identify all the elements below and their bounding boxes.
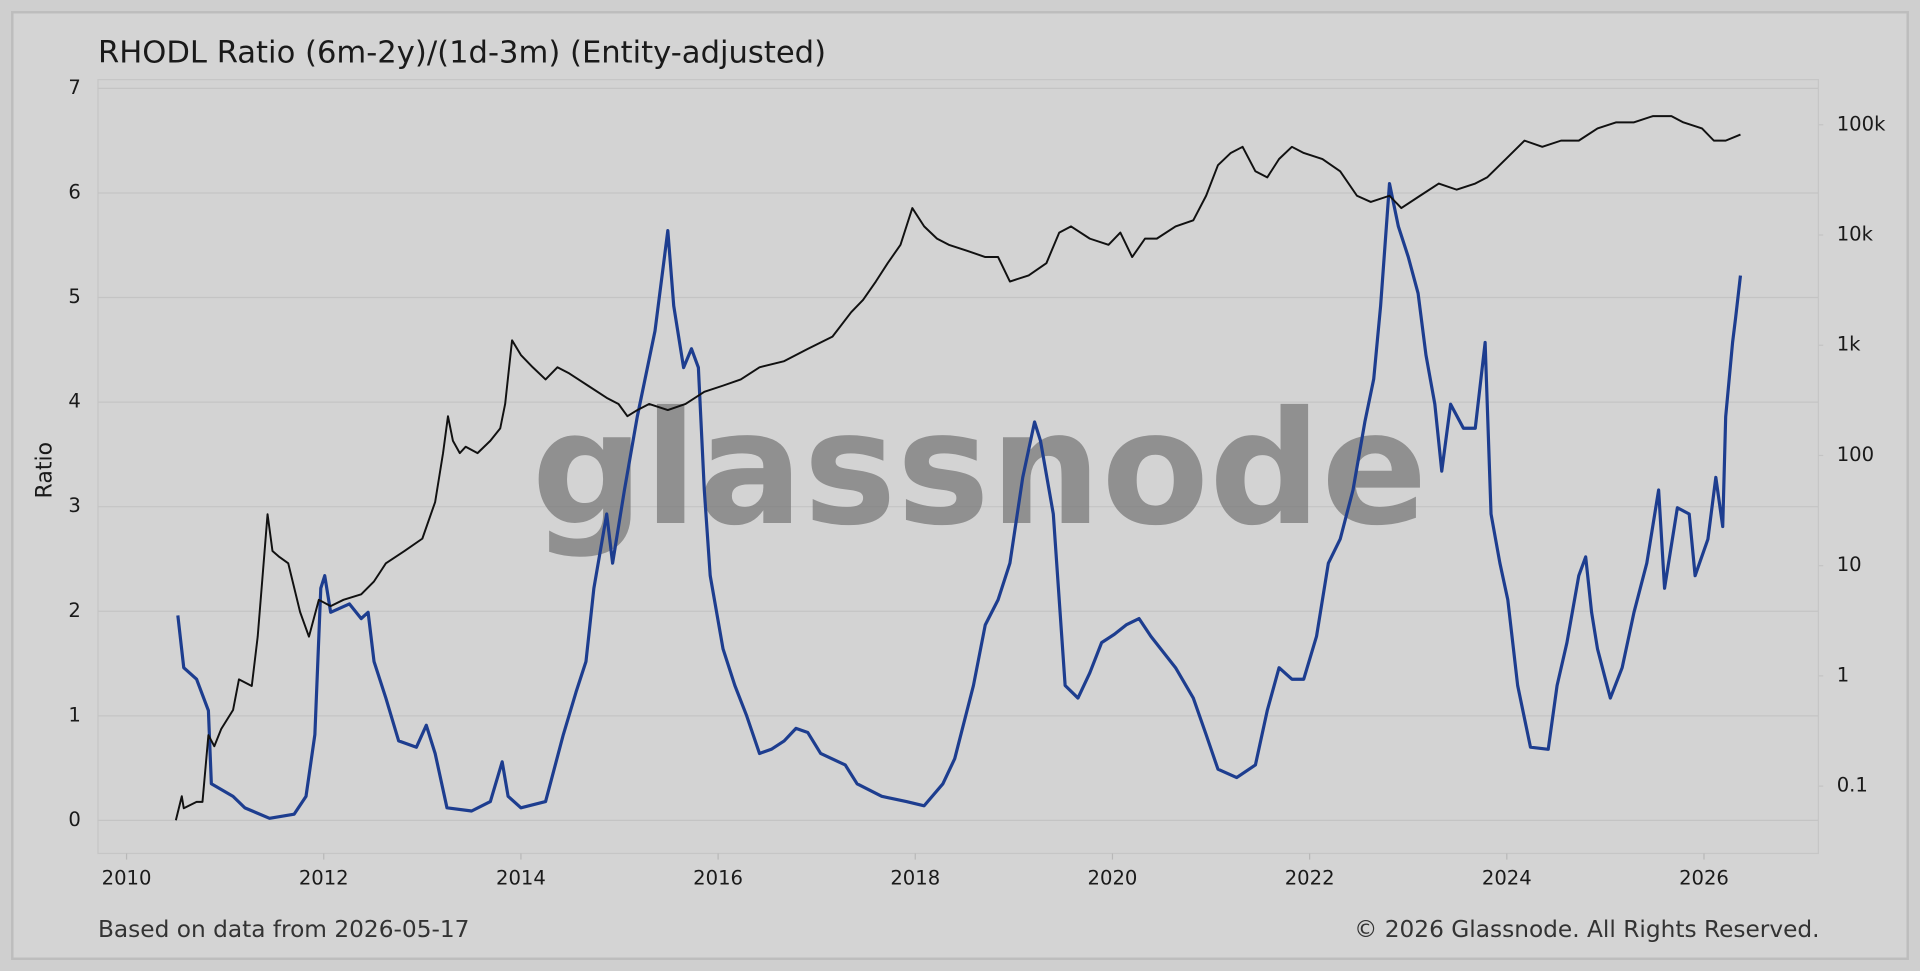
y-tick-label: 3 — [68, 494, 80, 517]
x-tick-label: 2016 — [693, 867, 743, 890]
chart-title: RHODL Ratio (6m-2y)/(1d-3m) (Entity-adju… — [98, 35, 826, 70]
y-tick-label: 6 — [68, 180, 80, 203]
copyright: © 2026 Glassnode. All Rights Reserved. — [1354, 916, 1820, 943]
x-tick-label: 2014 — [496, 867, 546, 890]
y2-tick-label: 1k — [1837, 333, 1861, 356]
series-line — [176, 181, 1743, 820]
x-tick-label: 2020 — [1088, 867, 1138, 890]
plot-area — [97, 78, 1819, 855]
y-tick-label: 1 — [68, 703, 80, 726]
y-tick-label: 7 — [68, 76, 80, 99]
y-tick-label: 4 — [68, 390, 80, 413]
source-note: Based on data from 2026-05-17 — [98, 916, 470, 943]
x-tick-label: 2010 — [102, 867, 152, 890]
y2-tick-label: 0.1 — [1837, 774, 1868, 797]
y-tick-label: 2 — [68, 599, 80, 622]
series-line — [174, 115, 1741, 821]
grid — [97, 87, 1819, 822]
ticks: 0 1 2 3 4 5 6 7 0.1 1 10 100 1k 10k 100k 2010 2012 2014 20… — [68, 76, 1886, 890]
x-tick-label: 2024 — [1482, 867, 1532, 890]
y2-tick-label: 100k — [1837, 112, 1886, 135]
y2-tick-label: 100 — [1837, 443, 1874, 466]
x-tick-label: 2012 — [299, 867, 349, 890]
x-tick-label: 2022 — [1285, 867, 1335, 890]
y-tick-label: 0 — [68, 808, 80, 831]
series-group — [174, 115, 1743, 821]
y-axis-label: Ratio — [32, 442, 57, 499]
x-tick-label: 2018 — [890, 867, 940, 890]
y2-tick-label: 1 — [1837, 663, 1849, 686]
y-tick-label: 5 — [68, 285, 80, 308]
y2-tick-label: 10 — [1837, 553, 1862, 576]
y2-tick-label: 10k — [1837, 222, 1874, 245]
x-tick-label: 2026 — [1679, 867, 1729, 890]
watermark: glassnode — [532, 378, 1428, 560]
